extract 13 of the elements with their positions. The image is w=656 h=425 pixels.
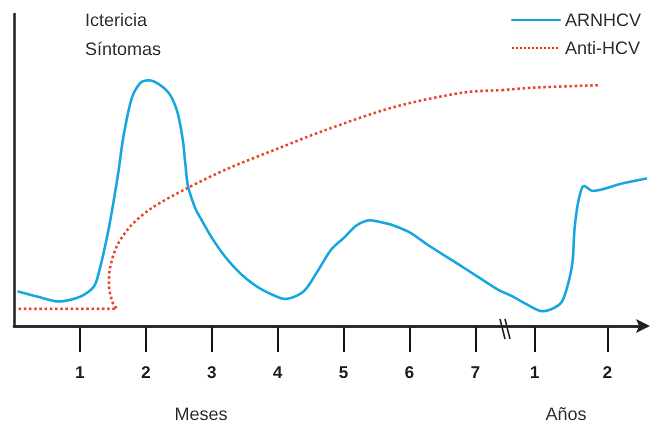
x-tick-label: 6 bbox=[404, 363, 414, 382]
x-tick-label: 1 bbox=[75, 363, 85, 382]
x-axis-title: Meses bbox=[174, 404, 228, 424]
text: Ictericia bbox=[85, 10, 148, 30]
legend-label: Anti-HCV bbox=[564, 38, 640, 58]
legend-label: ARNHCV bbox=[564, 10, 642, 30]
x-tick-label: 4 bbox=[272, 363, 283, 382]
text: Síntomas bbox=[85, 39, 162, 59]
x-tick-label: 5 bbox=[338, 363, 348, 382]
x-tick-label: 7 bbox=[470, 363, 480, 382]
x-tick-label: 3 bbox=[206, 363, 216, 382]
x2-axis-title: Años bbox=[545, 404, 587, 424]
x-tick-label: 2 bbox=[141, 363, 151, 382]
